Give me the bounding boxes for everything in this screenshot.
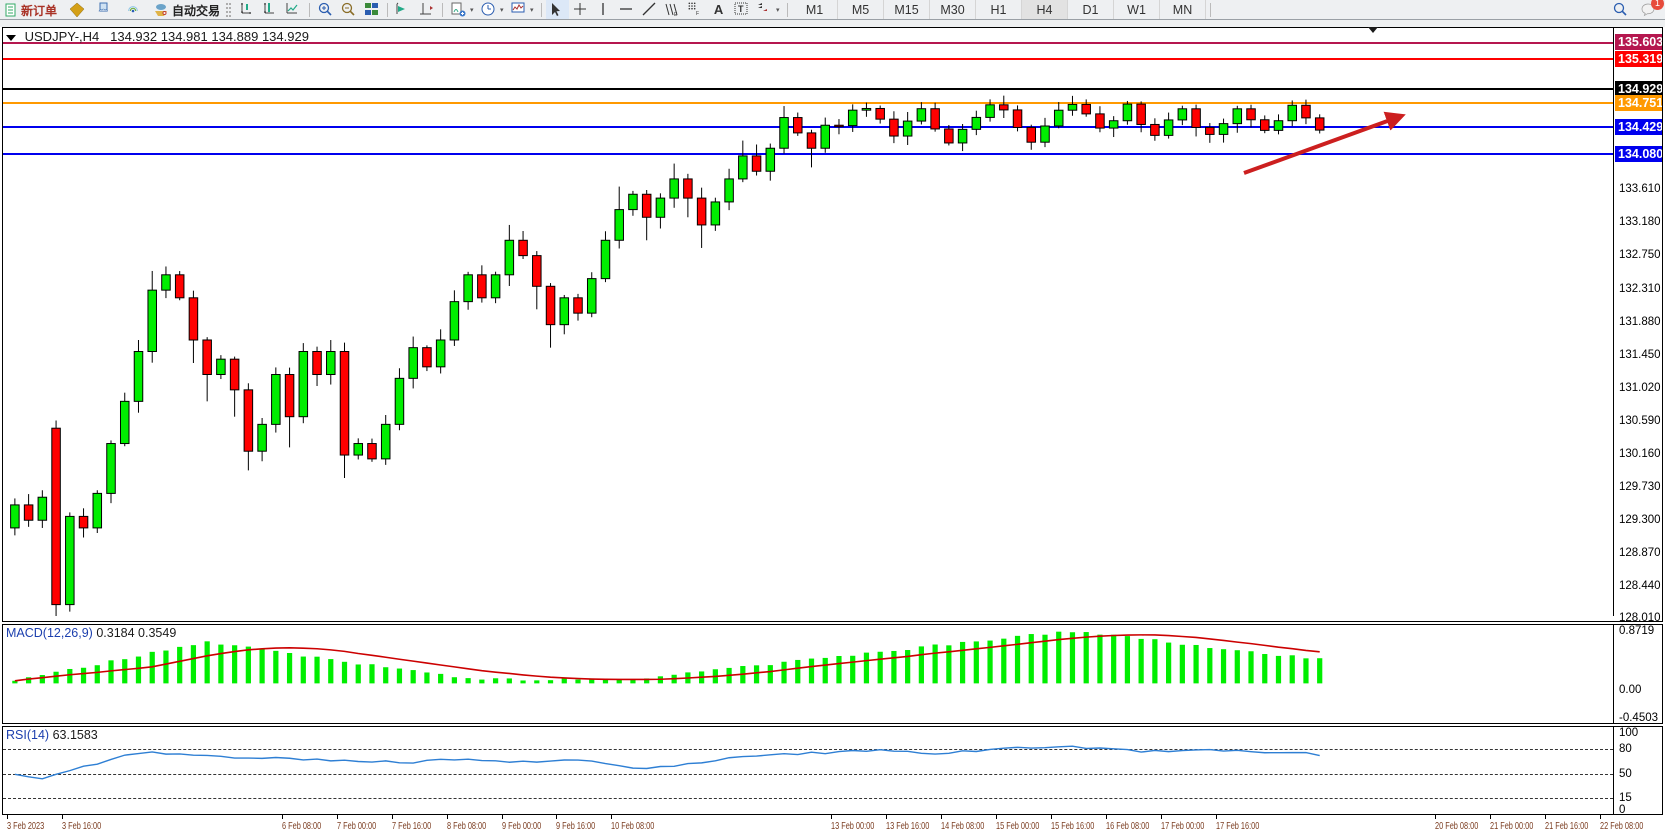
svg-text:T: T (738, 4, 744, 14)
svg-text:F: F (696, 11, 699, 17)
svg-text:E: E (674, 12, 678, 17)
